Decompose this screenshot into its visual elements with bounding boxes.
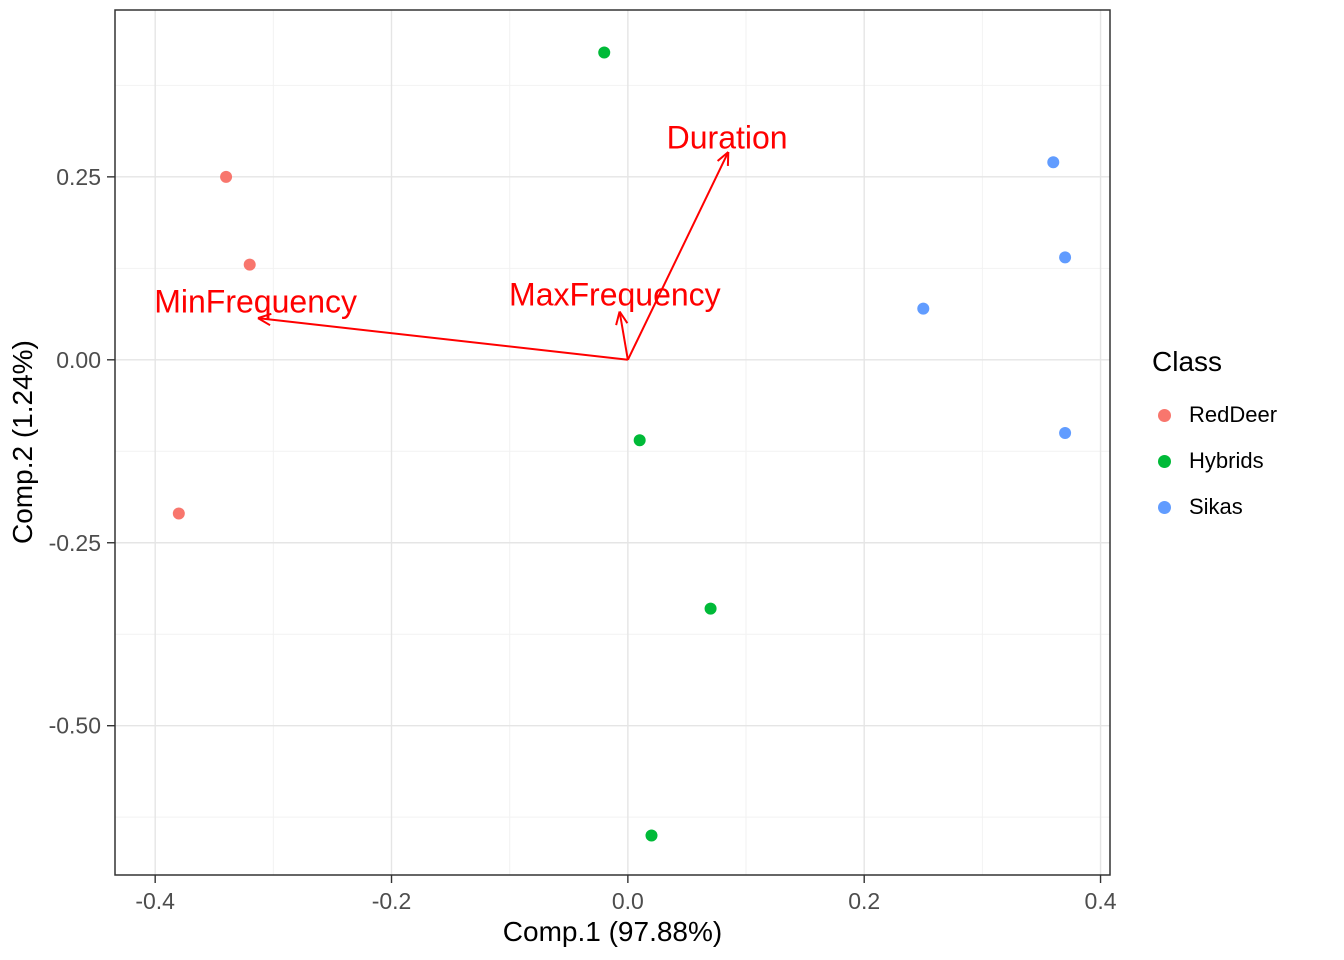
- x-axis-tick-label: -0.4: [135, 888, 175, 914]
- x-axis-title: Comp.1 (97.88%): [502, 916, 723, 947]
- legend-swatch-sikas: [1158, 500, 1171, 514]
- point-hybrids: [598, 46, 611, 59]
- y-axis-tick-label: 0.25: [56, 164, 101, 190]
- panel-border: [114, 9, 1111, 876]
- point-reddeer: [243, 258, 256, 271]
- x-axis-tick-label: -0.2: [372, 888, 412, 914]
- point-hybrids: [633, 434, 646, 447]
- legend: Class RedDeer Hybrids Sikas: [1150, 346, 1277, 530]
- loading-label-duration: Duration: [667, 120, 788, 156]
- legend-title: Class: [1152, 346, 1223, 377]
- loading-arrow-minfrequency: [257, 317, 628, 361]
- y-axis-title: Comp.2 (1.24%): [7, 340, 38, 545]
- loading-arrowhead-minfrequency: [257, 317, 271, 327]
- x-axis-tick-label: 0.2: [848, 888, 880, 914]
- loading-arrowhead-maxfrequency: [615, 311, 621, 326]
- point-sikas: [1059, 426, 1072, 439]
- y-axis-tick-label: -0.50: [49, 713, 101, 739]
- point-reddeer: [172, 507, 185, 520]
- legend-item-reddeer: RedDeer: [1150, 392, 1277, 438]
- point-hybrids: [704, 602, 717, 615]
- loading-label-minfrequency: MinFrequency: [154, 284, 357, 320]
- point-sikas: [1047, 156, 1060, 169]
- point-reddeer: [220, 170, 233, 183]
- loading-arrowhead-duration: [716, 151, 729, 162]
- point-hybrids: [645, 829, 658, 842]
- legend-label-reddeer: RedDeer: [1189, 402, 1278, 427]
- loading-label-maxfrequency: MaxFrequency: [509, 276, 721, 312]
- y-axis-tick-label: 0.00: [56, 347, 101, 373]
- loading-arrowhead-maxfrequency: [618, 310, 629, 324]
- legend-item-sikas: Sikas: [1150, 484, 1277, 530]
- legend-label-sikas: Sikas: [1189, 494, 1243, 519]
- point-sikas: [917, 302, 930, 315]
- point-sikas: [1059, 251, 1072, 264]
- legend-item-hybrids: Hybrids: [1150, 438, 1277, 484]
- legend-label-hybrids: Hybrids: [1189, 448, 1264, 473]
- legend-swatch-hybrids: [1158, 454, 1171, 468]
- legend-swatch-reddeer: [1158, 408, 1171, 422]
- loading-arrow-duration: [626, 151, 730, 361]
- x-axis-tick-label: 0.0: [612, 888, 644, 914]
- loading-arrowhead-minfrequency: [257, 312, 272, 320]
- plot-panel: [115, 10, 1110, 875]
- loading-arrow-maxfrequency: [618, 311, 629, 360]
- x-axis-tick-label: 0.4: [1085, 888, 1117, 914]
- y-axis-tick-label: -0.25: [49, 530, 101, 556]
